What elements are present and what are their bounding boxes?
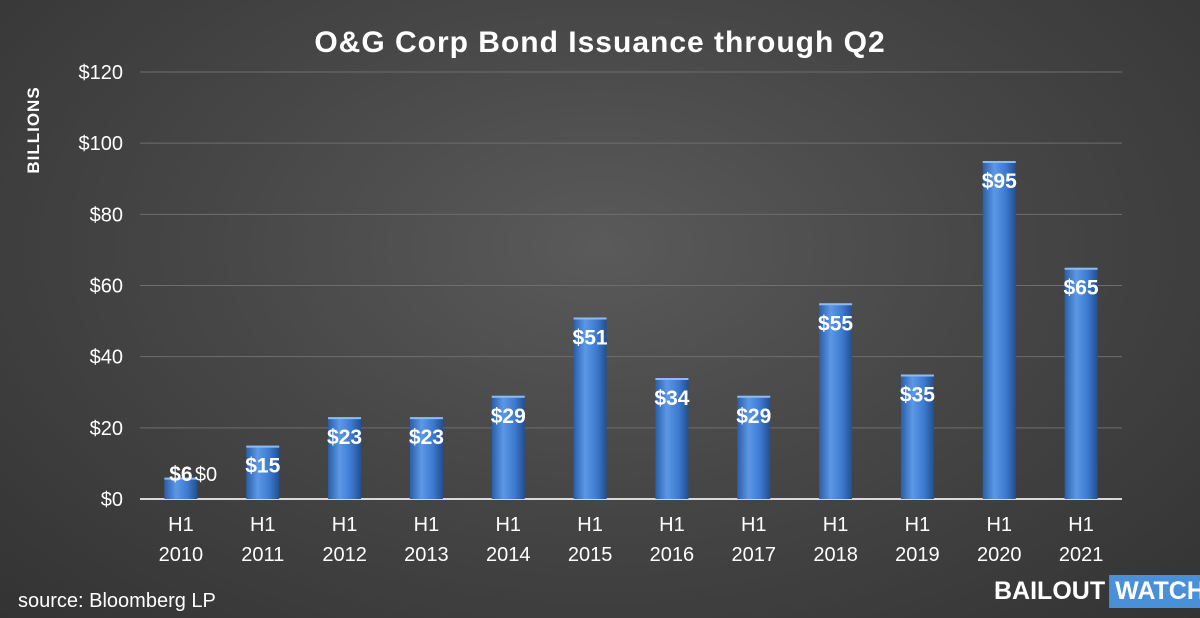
- data-label: $34: [654, 387, 689, 410]
- data-label: $51: [573, 327, 608, 350]
- x-tick-label: H1: [905, 514, 931, 536]
- x-tick-label: 2013: [404, 544, 449, 566]
- data-label: $29: [491, 405, 526, 428]
- source-note: source: Bloomberg LP: [18, 590, 216, 612]
- x-tick-label: 2020: [977, 544, 1022, 566]
- bar: [573, 317, 607, 499]
- y-tick-label: $60: [90, 276, 123, 298]
- x-tick-label: H1: [986, 514, 1012, 536]
- x-tick-label: 2021: [1059, 544, 1104, 566]
- x-tick-label: 2015: [568, 544, 613, 566]
- logo-word-bailout: BAILOUT: [994, 577, 1106, 605]
- y-tick-label: $120: [79, 62, 124, 84]
- bar: [982, 160, 1016, 500]
- bar: [819, 303, 853, 499]
- y-tick-labels: $0 $20 $40 $60 $80 $100 $120: [79, 62, 124, 511]
- bars: [164, 160, 1098, 500]
- extra-data-label: $0: [195, 464, 217, 486]
- data-label: $65: [1064, 277, 1099, 300]
- x-tick-label: H1: [168, 514, 194, 536]
- gridlines: [140, 71, 1122, 500]
- y-tick-label: $20: [90, 418, 123, 440]
- x-tick-label: 2019: [895, 544, 940, 566]
- x-tick-label: H1: [332, 514, 358, 536]
- x-tick-label: 2010: [159, 544, 204, 566]
- bailout-watch-logo: BAILOUT WATCH: [994, 575, 1200, 608]
- data-label: $29: [736, 405, 771, 428]
- bar: [655, 378, 689, 499]
- data-label: $23: [327, 426, 362, 449]
- data-label: $23: [409, 426, 444, 449]
- x-tick-label: H1: [1068, 514, 1094, 536]
- x-tick-label: H1: [741, 514, 767, 536]
- bar: [491, 395, 525, 499]
- x-tick-label: H1: [414, 514, 440, 536]
- x-tick-label: 2018: [813, 544, 858, 566]
- bar: [900, 374, 934, 499]
- chart-title: O&G Corp Bond Issuance through Q2: [314, 26, 886, 59]
- x-tick-label: H1: [659, 514, 685, 536]
- bar: [328, 417, 362, 499]
- bar: [1064, 267, 1098, 499]
- x-tick-labels: H1 2010 H1 2011 H1 2012 H1 2013 H1 2014 H1 2015 H1 20…: [159, 514, 1104, 566]
- x-tick-label: H1: [577, 514, 603, 536]
- data-label: $95: [982, 170, 1017, 193]
- x-tick-label: H1: [495, 514, 521, 536]
- y-tick-label: $80: [90, 204, 123, 226]
- y-tick-label: $40: [90, 347, 123, 369]
- logo-word-watch: WATCH: [1109, 575, 1200, 608]
- data-label: $15: [245, 455, 280, 478]
- x-tick-label: 2011: [241, 544, 284, 566]
- x-tick-label: H1: [823, 514, 849, 536]
- data-label: $55: [818, 312, 853, 335]
- x-tick-label: 2014: [486, 544, 531, 566]
- bar: [737, 395, 771, 499]
- x-tick-label: 2017: [732, 544, 777, 566]
- data-label: $6: [169, 463, 192, 486]
- data-label: $35: [900, 383, 935, 406]
- y-tick-label: $100: [79, 133, 124, 155]
- bar: [409, 417, 443, 499]
- data-labels: $6 $15 $23 $23 $29 $51 $34 $29 $55 $35 $95 $65 $0: [169, 170, 1099, 486]
- x-tick-label: 2016: [650, 544, 695, 566]
- bar: [164, 477, 198, 499]
- x-tick-label: 2012: [322, 544, 367, 566]
- y-tick-label: $0: [101, 489, 123, 511]
- x-tick-label: H1: [250, 514, 276, 536]
- bar: [246, 445, 280, 499]
